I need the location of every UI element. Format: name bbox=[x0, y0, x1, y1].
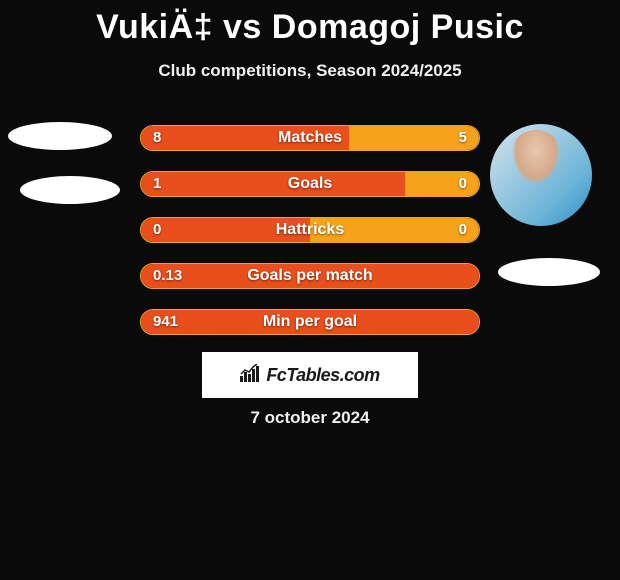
brand-text: FcTables.com bbox=[266, 365, 379, 386]
stat-value-right: 0 bbox=[459, 172, 467, 196]
stat-row: 0Hattricks0 bbox=[140, 217, 480, 243]
stat-row: 941Min per goal bbox=[140, 309, 480, 335]
stat-label: Hattricks bbox=[141, 218, 479, 242]
page-title: VukiÄ‡ vs Domagoj Pusic bbox=[0, 0, 620, 47]
avatar-left-shadow-1 bbox=[8, 122, 112, 150]
stat-value-right: 5 bbox=[459, 126, 467, 150]
stat-row: 0.13Goals per match bbox=[140, 263, 480, 289]
stat-label: Goals bbox=[141, 172, 479, 196]
subtitle: Club competitions, Season 2024/2025 bbox=[0, 61, 620, 81]
stat-row: 1Goals0 bbox=[140, 171, 480, 197]
stat-label: Goals per match bbox=[141, 264, 479, 288]
stat-label: Min per goal bbox=[141, 310, 479, 334]
stat-row: 8Matches5 bbox=[140, 125, 480, 151]
avatar-left-shadow-2 bbox=[20, 176, 120, 204]
stat-label: Matches bbox=[141, 126, 479, 150]
avatar-right-shadow bbox=[498, 258, 600, 286]
brand-badge: FcTables.com bbox=[202, 352, 418, 398]
stat-value-right: 0 bbox=[459, 218, 467, 242]
comparison-bars: 8Matches51Goals00Hattricks00.13Goals per… bbox=[140, 125, 480, 355]
avatar-right bbox=[490, 124, 592, 226]
brand-chart-icon bbox=[240, 364, 262, 387]
date-label: 7 october 2024 bbox=[0, 408, 620, 428]
